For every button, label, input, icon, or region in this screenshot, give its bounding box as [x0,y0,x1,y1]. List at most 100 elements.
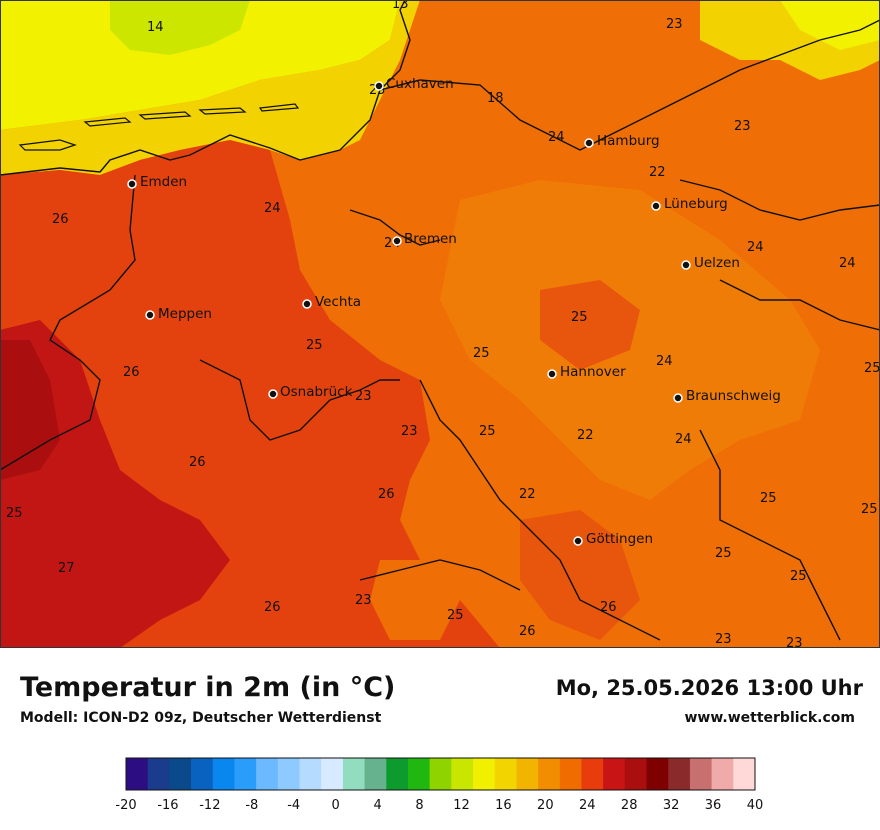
legend-swatch [581,758,604,790]
legend-swatch [407,758,431,790]
value-label: 26 [519,624,536,639]
value-label: 25 [479,424,496,439]
website-link[interactable]: www.wetterblick.com [684,710,856,726]
legend-swatch [429,758,452,790]
city-uelzen: Uelzen [681,255,740,271]
value-label: 26 [189,455,206,470]
value-label: 26 [600,600,617,615]
city-lueneburg: Lüneburg [651,196,728,212]
value-label: 25 [760,491,777,506]
legend-tick-label: 32 [663,798,680,813]
forecast-datetime: Mo, 25.05.2026 13:00 Uhr [555,676,863,700]
city-label: Emden [140,174,187,190]
city-label: Osnabrück [280,384,353,400]
city-goettingen: Göttingen [573,531,653,547]
value-label: 25 [306,338,323,353]
city-dot [681,260,691,270]
city-label: Hamburg [597,133,660,149]
city-label: Uelzen [694,255,740,271]
legend-swatch [494,758,517,790]
city-dot [673,393,683,403]
legend-tick-label: 8 [415,798,423,813]
legend-swatch [733,758,756,790]
city-dot [651,201,661,211]
city-cuxhaven: Cuxhaven [374,76,454,92]
city-label: Meppen [158,306,212,322]
legend-swatch [603,758,626,790]
color-legend: -20 -16 -12 -8 -4 0 4 8 12 16 20 24 28 32 36 40 [115,757,764,813]
legend-swatch [169,758,192,790]
city-dot [547,369,557,379]
legend-swatch [559,758,582,790]
value-label: 23 [715,632,732,647]
value-label: 13 [392,0,409,12]
value-label: 24 [675,432,692,447]
city-label: Braunschweig [686,388,781,404]
city-dot [145,310,155,320]
value-label: 22 [649,165,666,180]
borders [0,0,880,641]
legend-tick-label: -12 [199,798,220,813]
warm-patch [540,280,640,370]
legend-swatch [299,758,322,790]
value-label: 23 [734,119,751,134]
legend-tick-label: -16 [157,798,178,813]
value-label: 23 [355,389,372,404]
city-dot [302,299,312,309]
value-label: 25 [861,502,878,517]
legend-tick-label: 0 [332,798,340,813]
legend-swatch [147,758,170,790]
south-warm-patch [520,510,640,640]
legend-swatch [711,758,734,790]
legend-tick-label: 4 [373,798,381,813]
city-label: Bremen [404,231,457,247]
value-label: 14 [147,20,164,35]
legend-tick-label: -20 [115,798,136,813]
value-label: 23 [355,593,372,608]
cities: Cuxhaven Hamburg Emden Lüneburg Bremen U… [127,76,781,547]
value-label: 24 [548,130,565,145]
city-dot [374,81,384,91]
legend-swatch [191,758,214,790]
darkest-red-patch [0,340,60,480]
legend-tick-label: -4 [287,798,300,813]
city-osnabrueck: Osnabrück [268,384,353,400]
city-emden: Emden [127,174,187,190]
value-label: 26 [123,365,140,380]
baltic-yellow-2 [780,0,880,50]
legend-swatch [624,758,648,790]
legend-swatch [234,758,257,790]
legend-tick-label: 16 [495,798,512,813]
city-dot [268,389,278,399]
legend-tick-label: 24 [579,798,596,813]
city-dot [573,536,583,546]
city-hamburg: Hamburg [584,133,660,149]
city-label: Lüneburg [664,196,728,212]
yellow-sea-region [0,0,400,130]
city-dot [584,138,594,148]
value-label: 24 [747,240,764,255]
city-hannover: Hannover [547,364,626,380]
legend-tick-label: 28 [621,798,638,813]
legend-tick-label: 40 [747,798,764,813]
value-label: 25 [571,310,588,325]
temperature-map: 14 13 23 25 18 24 23 22 26 24 24 24 24 2… [0,0,880,648]
city-label: Cuxhaven [386,76,454,92]
legend-swatch [689,758,713,790]
legend-swatch [668,758,691,790]
city-meppen: Meppen [145,306,212,322]
city-bremen: Bremen [392,231,457,247]
value-label: 25 [447,608,464,623]
value-label: 25 [864,361,880,376]
city-label: Göttingen [586,531,653,547]
coastal-yellow [0,0,420,175]
legend-swatch [364,758,387,790]
city-braunschweig: Braunschweig [673,388,781,404]
value-label: 24 [264,201,281,216]
value-label: 26 [378,487,395,502]
lime-sea-patch [110,0,250,55]
value-label: 24 [656,354,673,369]
value-label: 23 [786,636,803,648]
value-label: 24 [839,256,856,271]
legend-swatch [516,758,539,790]
